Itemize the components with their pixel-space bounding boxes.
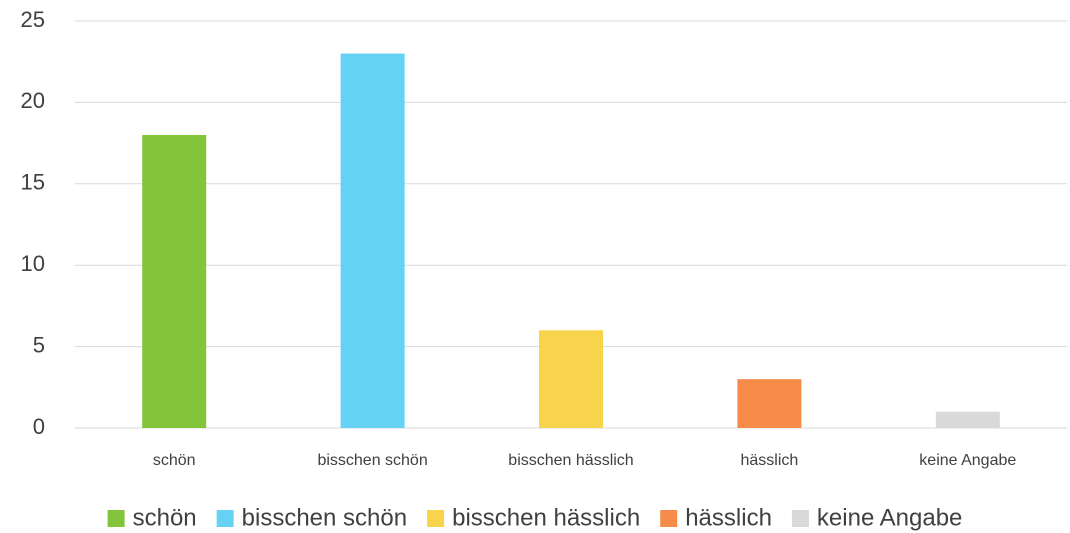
bar [935,411,1000,428]
y-tick-label: 15 [21,170,45,195]
legend-swatch [216,510,234,527]
bar [539,330,603,428]
legend-label: bisschen hässlich [452,504,640,531]
x-tick-label: schön [153,452,196,469]
legend-swatch [107,510,125,527]
legend-swatch [427,510,445,527]
x-tick-label: hässlich [740,452,798,469]
y-tick-label: 5 [33,332,45,357]
x-tick-label: bisschen hässlich [508,452,633,469]
y-tick-label: 10 [21,251,45,276]
legend-label: bisschen schön [242,504,407,531]
bar [340,53,405,429]
bar [737,379,802,428]
bar [142,134,207,428]
legend-swatch [660,510,678,527]
y-tick-label: 20 [21,88,45,113]
x-tick-label: bisschen schön [317,452,427,469]
y-tick-label: 25 [21,7,45,32]
legend-label: hässlich [685,504,772,531]
legend-swatch [791,510,809,527]
legend-label: keine Angabe [817,504,962,531]
y-tick-label: 0 [33,414,45,439]
x-tick-label: keine Angabe [919,452,1016,469]
legend-label: schön [133,504,197,531]
